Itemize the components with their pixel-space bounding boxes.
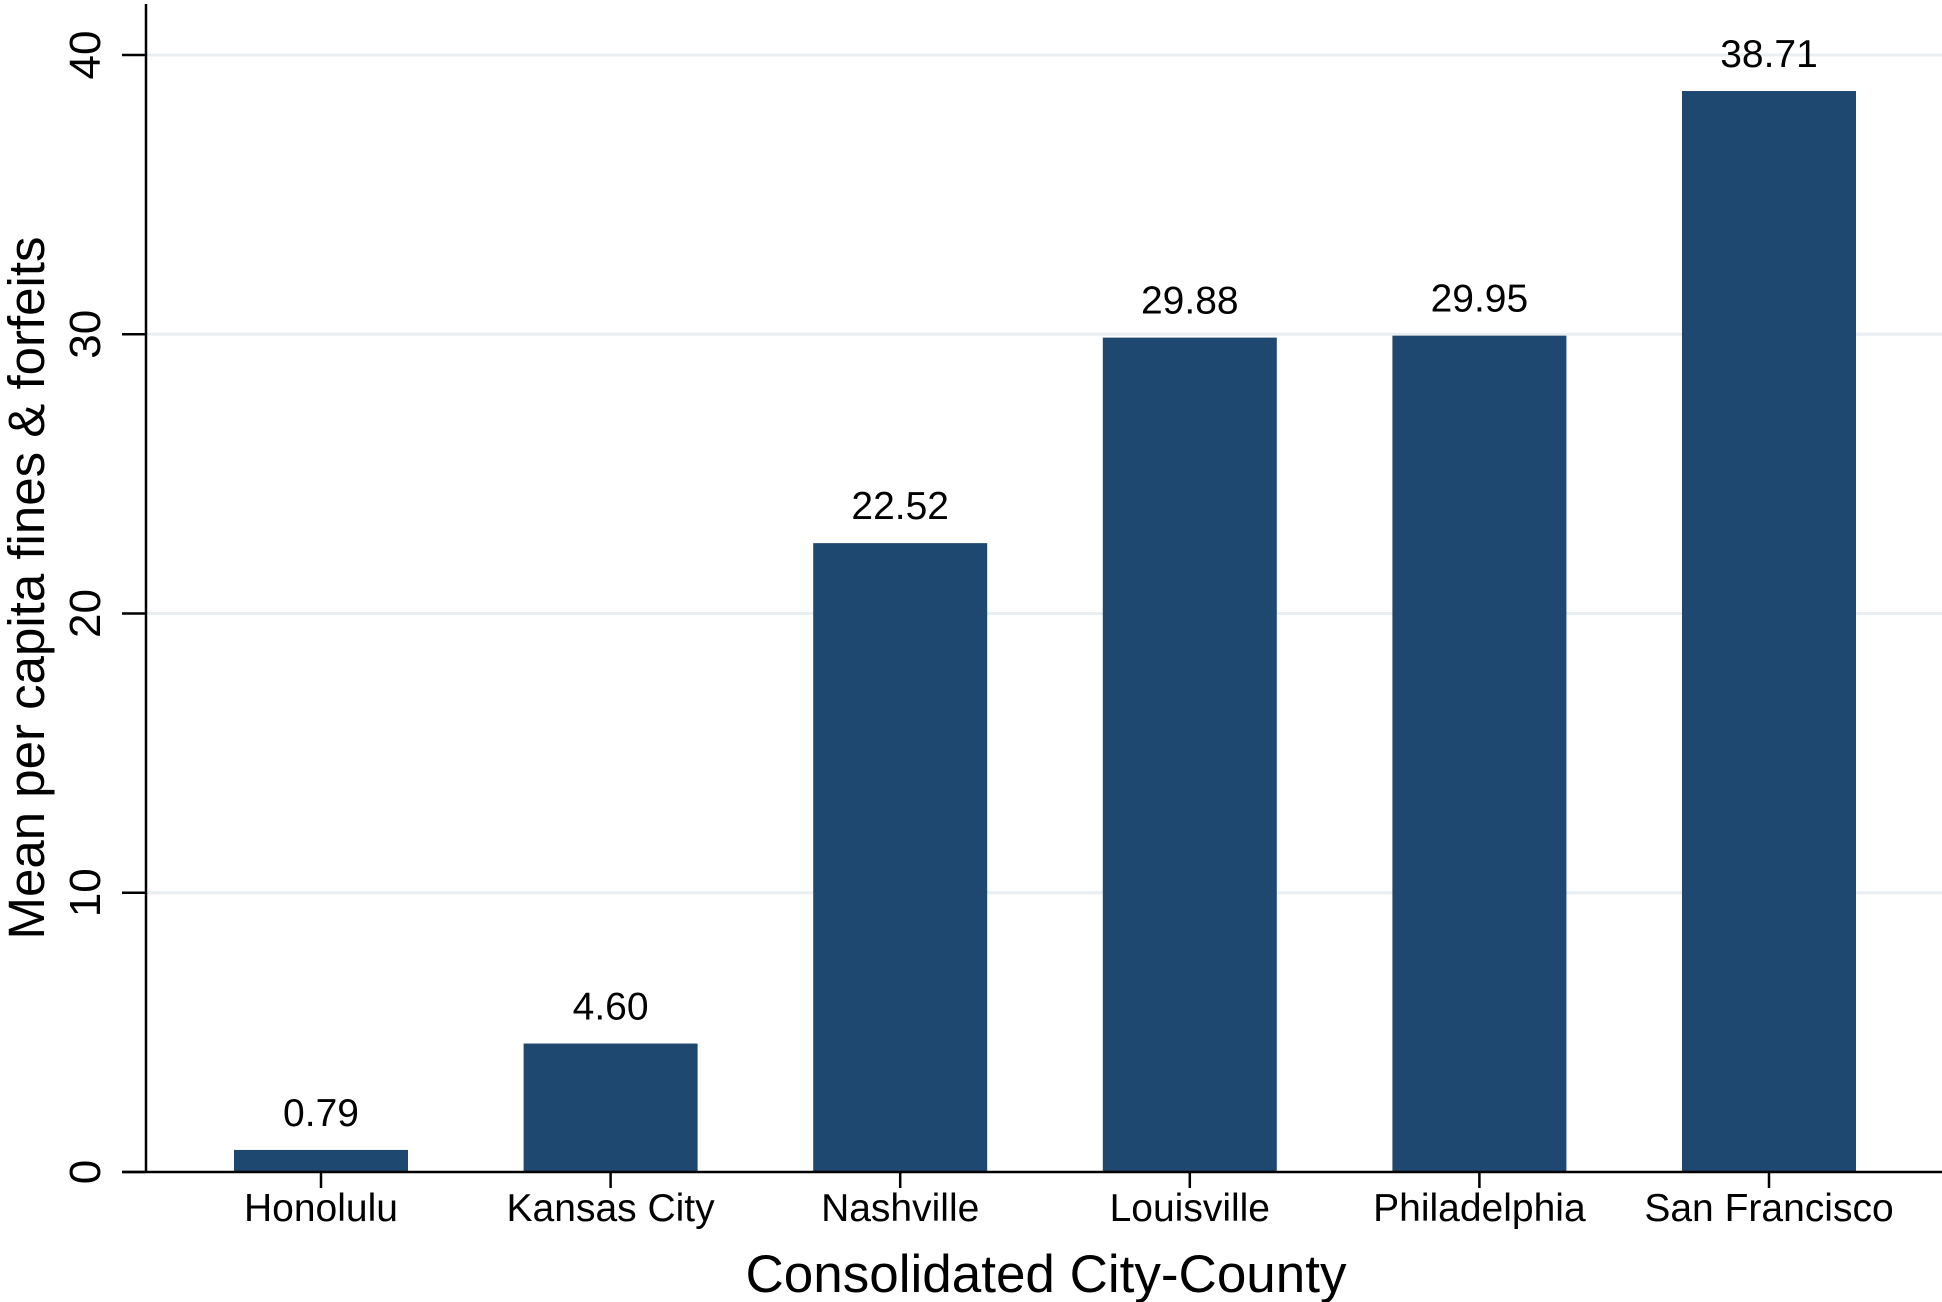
data-label: 4.60	[573, 986, 649, 1029]
y-tick-label: 30	[61, 310, 110, 359]
gridlines	[146, 53, 1942, 895]
x-tick-label: San Francisco	[1644, 1187, 1893, 1230]
y-tick-label: 20	[61, 589, 110, 638]
x-ticks: Honolulu Kansas City Nashville Louisville Ph…	[244, 1172, 1894, 1230]
x-tick-label: Kansas City	[507, 1187, 716, 1230]
y-tick-label: 40	[61, 31, 110, 80]
data-label: 29.88	[1141, 280, 1239, 323]
data-labels: 0.79 4.60 22.52 29.88 29.95 38.71	[283, 33, 1818, 1135]
data-label: 22.52	[851, 485, 949, 528]
data-label: 29.95	[1431, 278, 1529, 321]
bar	[234, 1149, 408, 1172]
bar	[1682, 91, 1856, 1173]
y-axis-title: Mean per capita fines & forfeits	[0, 236, 55, 939]
bar	[1102, 337, 1277, 1172]
x-axis-title: Consolidated City-County	[746, 1245, 1347, 1302]
x-tick-label: Philadelphia	[1373, 1187, 1586, 1230]
x-tick-label: Nashville	[821, 1187, 979, 1230]
y-tick-label: 10	[61, 868, 110, 917]
data-label: 0.79	[283, 1092, 359, 1135]
bar	[523, 1043, 698, 1172]
y-tick-label: 0	[61, 1160, 110, 1184]
x-tick-label: Honolulu	[244, 1187, 398, 1230]
bar	[1392, 335, 1567, 1172]
data-label: 38.71	[1720, 33, 1818, 76]
x-tick-label: Louisville	[1110, 1187, 1270, 1230]
bars	[234, 91, 1856, 1173]
bar	[813, 543, 988, 1172]
y-ticks: 0 10 20 30 40	[61, 31, 146, 1184]
axes	[122, 4, 1942, 1174]
